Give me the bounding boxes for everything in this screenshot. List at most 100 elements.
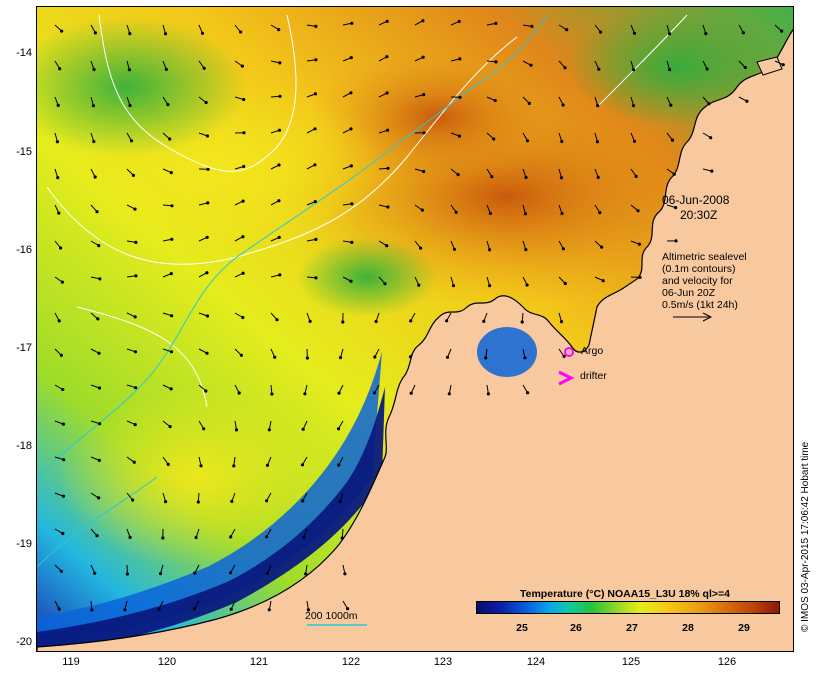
velocity-arrow-head xyxy=(131,173,135,177)
velocity-arrow-head xyxy=(241,315,245,320)
time-label: 20:30Z xyxy=(680,208,718,222)
velocity-arrow-head xyxy=(90,608,94,612)
velocity-arrow-head xyxy=(242,164,246,169)
velocity-arrow-head xyxy=(487,248,492,252)
velocity-arrow-head xyxy=(265,499,269,503)
velocity-arrow-head xyxy=(230,499,234,503)
velocity-arrow-head xyxy=(709,136,713,140)
velocity-arrow-head xyxy=(745,99,749,103)
velocity-arrow-head xyxy=(277,235,281,239)
drifter-label: drifter xyxy=(580,370,607,382)
velocity-arrow-head xyxy=(373,355,377,359)
velocity-arrow-head xyxy=(241,271,245,275)
lon-tick: 125 xyxy=(621,656,641,668)
velocity-arrow-head xyxy=(134,240,138,244)
lon-tick: 126 xyxy=(717,656,737,668)
velocity-arrow-head xyxy=(56,103,60,107)
velocity-arrow-head xyxy=(306,608,310,612)
lat-tick: -16 xyxy=(16,244,32,256)
velocity-arrow-head xyxy=(204,100,208,105)
velocity-arrow-head xyxy=(704,32,708,36)
velocity-arrow-head xyxy=(95,534,99,538)
velocity-arrow-head xyxy=(421,19,425,23)
lon-tick: 121 xyxy=(249,656,269,668)
velocity-arrow-head xyxy=(57,607,61,611)
velocity-arrow-head xyxy=(97,386,102,390)
velocity-arrow-head xyxy=(57,211,61,215)
velocity-arrow-head xyxy=(265,463,270,467)
velocity-arrow-head xyxy=(232,464,236,468)
velocity-arrow-head xyxy=(56,176,60,180)
velocity-arrow-head xyxy=(97,496,101,500)
lon-tick: 124 xyxy=(526,656,546,668)
velocity-arrow-head xyxy=(170,204,174,208)
velocity-arrow-head xyxy=(314,276,318,280)
velocity-arrow-head xyxy=(205,235,209,239)
velocity-arrow-head xyxy=(743,65,747,70)
velocity-arrow-head xyxy=(205,314,210,318)
velocity-arrow-head xyxy=(632,31,637,35)
velocity-arrow-head xyxy=(524,248,528,252)
lat-tick: -17 xyxy=(16,342,32,354)
velocity-arrow-head xyxy=(383,282,387,286)
velocity-arrow-head xyxy=(93,175,97,179)
velocity-arrow-head xyxy=(229,607,233,611)
velocity-arrow-head xyxy=(668,68,672,72)
velocity-arrow-head xyxy=(597,67,601,71)
velocity-arrow-head xyxy=(270,392,274,396)
velocity-arrow-head xyxy=(59,353,63,357)
velocity-arrow-head xyxy=(133,315,137,319)
estuary-patch xyxy=(477,327,537,377)
velocity-arrow-head xyxy=(493,99,497,103)
velocity-arrow-head xyxy=(168,137,172,141)
velocity-arrow-head xyxy=(55,140,59,144)
velocity-arrow-head xyxy=(631,104,636,108)
velocity-arrow-head xyxy=(127,68,131,72)
isobath-legend-label: 200 1000m xyxy=(305,610,358,622)
velocity-arrow-head xyxy=(61,422,65,426)
velocity-arrow-head xyxy=(91,104,95,108)
velocity-arrow-head xyxy=(168,425,172,429)
velocity-arrow-head xyxy=(488,211,492,215)
velocity-arrow-head xyxy=(166,103,170,107)
velocity-arrow-head xyxy=(206,201,210,205)
lon-tick: 123 xyxy=(433,656,453,668)
velocity-arrow-head xyxy=(240,64,244,68)
velocity-arrow-head xyxy=(596,104,600,108)
lat-tick: -20 xyxy=(16,636,32,648)
velocity-arrow-head xyxy=(314,237,318,241)
velocity-arrow-head xyxy=(599,30,603,34)
velocity-arrow-head xyxy=(128,32,132,36)
sealevel-contour xyxy=(98,14,297,172)
velocity-arrow-head xyxy=(560,139,564,144)
velocity-arrow-head xyxy=(447,392,451,396)
velocity-arrow-head xyxy=(525,283,529,287)
velocity-arrow-head xyxy=(422,93,426,97)
velocity-arrow-head xyxy=(128,103,132,108)
velocity-arrow-head xyxy=(61,387,65,392)
velocity-arrow-head xyxy=(632,139,637,143)
velocity-arrow-head xyxy=(374,319,378,324)
credit-label: © IMOS 03-Apr-2015 17:06:42 Hobart time xyxy=(800,441,811,632)
velocity-arrow-head xyxy=(133,207,137,211)
velocity-arrow-head xyxy=(277,199,281,203)
velocity-arrow-head xyxy=(300,463,305,467)
velocity-arrow-head xyxy=(61,494,65,498)
map-panel xyxy=(36,6,794,652)
velocity-arrow-head xyxy=(526,391,530,395)
velocity-arrow-head xyxy=(563,66,567,70)
colorbar xyxy=(476,601,780,614)
velocity-arrow-head xyxy=(93,31,97,35)
velocity-arrow-head xyxy=(386,205,390,209)
velocity-arrow-head xyxy=(454,210,458,214)
velocity-arrow-head xyxy=(419,246,423,250)
velocity-arrow-head xyxy=(346,607,350,611)
velocity-arrow-head xyxy=(169,350,174,354)
colorbar-tick: 26 xyxy=(570,622,582,634)
velocity-arrow-head xyxy=(242,97,246,102)
velocity-arrow-head xyxy=(337,463,341,467)
velocity-arrow-head xyxy=(600,245,604,249)
velocity-arrow-head xyxy=(781,63,785,67)
lat-tick: -19 xyxy=(16,538,32,550)
velocity-arrow-head xyxy=(525,139,530,143)
